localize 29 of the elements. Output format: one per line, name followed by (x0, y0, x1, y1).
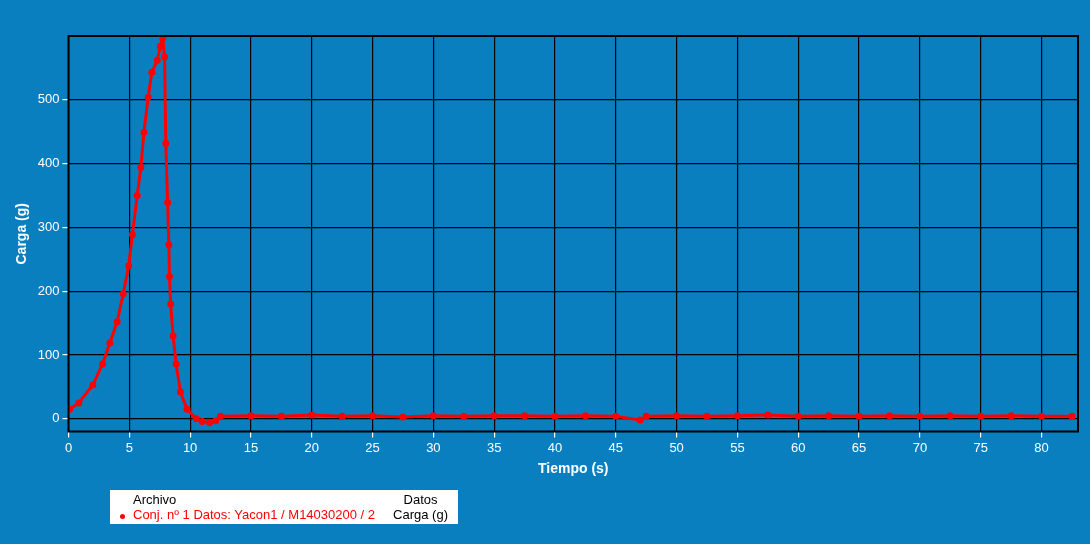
x-tick-label: 70 (912, 439, 928, 455)
x-axis-title: Tiempo (s) (537, 460, 609, 477)
x-tick-label: 10 (182, 439, 198, 455)
x-tick-label: 80 (1034, 439, 1049, 455)
y-tick-label: 200 (37, 282, 60, 298)
x-tick-label: 50 (669, 439, 684, 455)
x-tick-label: 0 (64, 439, 73, 455)
legend-title: Archivo (132, 492, 178, 507)
x-tick-label: 40 (547, 439, 563, 455)
x-tick-label: 35 (486, 439, 502, 455)
x-tick-label: 55 (730, 439, 745, 455)
y-axis-title: Carga (g) (13, 203, 30, 265)
x-tick-label: 45 (608, 439, 624, 455)
y-tick-label: 100 (37, 346, 60, 362)
x-tick-label: 20 (304, 439, 319, 455)
y-tick-label: 400 (37, 155, 60, 171)
x-tick-label: 60 (791, 439, 806, 455)
legend-label: Conj. nº 1 Datos: Yacon1 / M14030200 / 2 (132, 507, 377, 522)
x-tick-label: 5 (125, 439, 133, 455)
y-tick-label: 0 (52, 410, 60, 426)
y-tick-label: 300 (37, 219, 60, 234)
x-tick-label: 15 (243, 439, 259, 455)
x-tick-label: 30 (426, 439, 441, 455)
x-tick-label: 65 (851, 439, 867, 455)
x-tick-label: 75 (973, 439, 988, 455)
y-tick-label: 500 (37, 91, 60, 107)
x-tick-label: 25 (365, 439, 380, 455)
text: Carga (g) (392, 507, 449, 522)
text: Datos (402, 492, 439, 507)
